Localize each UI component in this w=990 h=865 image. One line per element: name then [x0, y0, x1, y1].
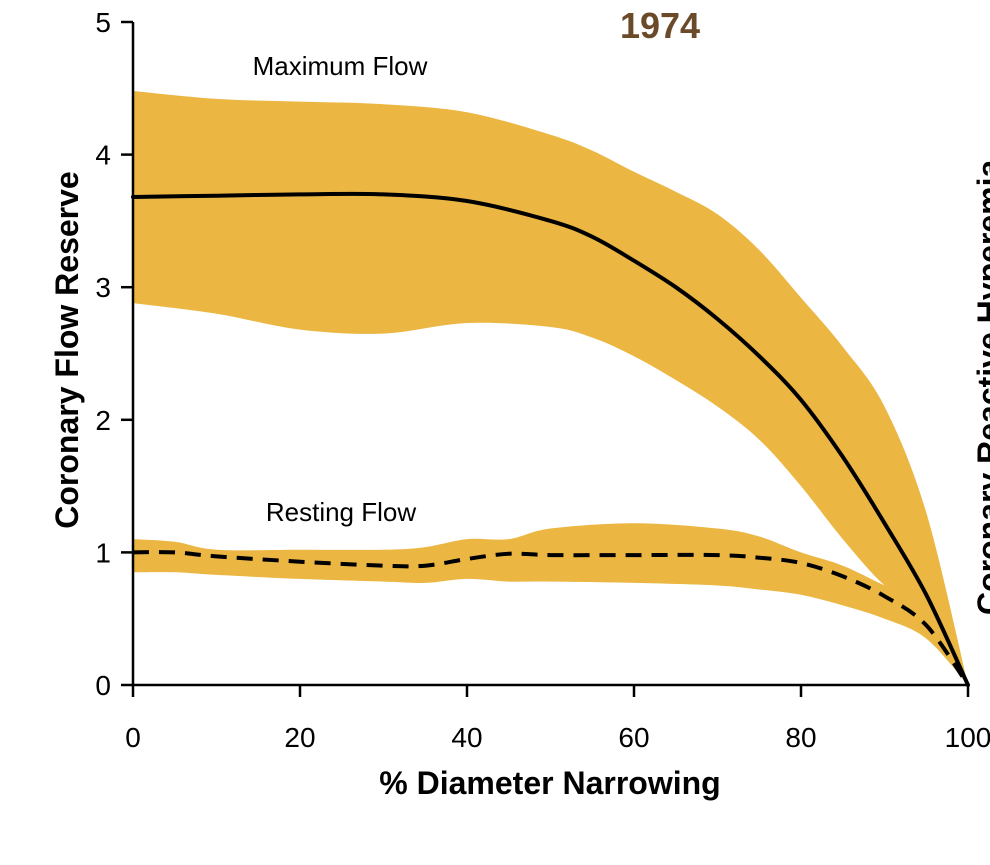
x-tick-label-80: 80 [785, 722, 816, 753]
resting-flow-line [132, 550, 970, 687]
axes [131, 22, 968, 687]
maximum-flow-line [131, 191, 970, 687]
right-axis-title: Coronary Reactive Hyperemia [971, 159, 990, 615]
y-tick-label-4: 4 [95, 140, 111, 171]
x-tick-label-100: 100 [945, 722, 990, 753]
y-axis-title: Coronary Flow Reserve [49, 171, 85, 528]
resting-flow-band [133, 523, 968, 685]
x-axis-title: % Diameter Narrowing [379, 765, 720, 801]
x-tick-label-20: 20 [284, 722, 315, 753]
maximum-flow-band [133, 91, 968, 685]
y-tick-label-3: 3 [95, 272, 111, 303]
series-lines [131, 191, 970, 687]
y-tick-label-0: 0 [95, 670, 111, 701]
y-tick-label-2: 2 [95, 405, 111, 436]
y-tick-label-1: 1 [95, 537, 111, 568]
x-tick-label-0: 0 [125, 722, 141, 753]
maximum-flow-label: Maximum Flow [253, 51, 428, 81]
x-tick-label-60: 60 [618, 722, 649, 753]
confidence-bands [133, 91, 968, 685]
ticks: 0 20 40 60 80 100 0 1 2 3 4 5 [95, 7, 990, 753]
x-tick-label-40: 40 [451, 722, 482, 753]
resting-flow-label: Resting Flow [266, 497, 416, 527]
y-tick-label-5: 5 [95, 7, 111, 38]
chart-title: 1974 [620, 5, 700, 46]
